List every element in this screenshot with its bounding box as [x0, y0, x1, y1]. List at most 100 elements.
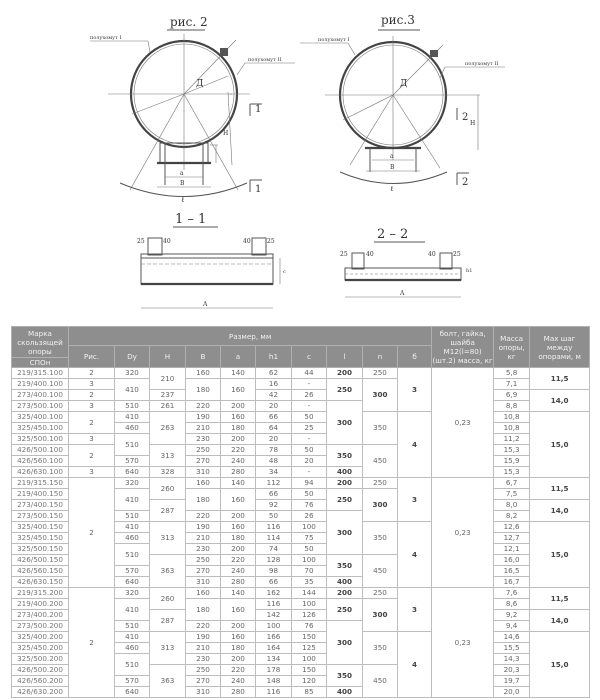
cell-c: -: [291, 466, 327, 478]
cell-a: 140: [220, 367, 256, 379]
cell-b6: 3: [396, 477, 433, 522]
dim-25-right-2: 25: [453, 251, 461, 258]
cell-a: 200: [220, 433, 256, 445]
cell-h: 287: [149, 499, 186, 522]
header-b: B: [185, 345, 221, 368]
cell-mass: 12,7: [493, 532, 531, 544]
cell-c: 50: [291, 543, 327, 555]
cell-mass: 5,8: [493, 367, 531, 379]
cell-b: 180: [185, 378, 221, 401]
cell-c: 44: [291, 367, 327, 379]
cell-fig: 2: [68, 444, 115, 467]
cell-h: 260: [149, 477, 186, 500]
cell-c: 125: [291, 642, 327, 654]
cell-h1: 164: [255, 642, 292, 654]
cell-b6: 4: [396, 411, 433, 478]
cell-l: 250: [326, 378, 363, 401]
cell-step: 11,5: [529, 477, 591, 500]
cell-h1: 66: [255, 576, 292, 588]
cell-n: 250: [362, 367, 398, 379]
table-row: 273/500.100 3 510 261 220 200 20-300 8,8: [11, 400, 590, 445]
cell-dy: 570: [114, 675, 150, 687]
cell-b: 160: [185, 477, 221, 489]
cell-a: 240: [220, 455, 256, 467]
section-mark-2-bottom: 2: [462, 177, 468, 188]
cell-c: -: [291, 378, 327, 390]
cell-mark: 219/400.100: [11, 378, 69, 390]
cell-c: 144: [291, 587, 327, 599]
cell-b: 250: [185, 554, 221, 566]
cell-h1: 92: [255, 499, 292, 511]
cell-step: 11,5: [529, 367, 591, 390]
cell-a: 180: [220, 532, 256, 544]
table-row: 325/450.150 460 210 180 114 75 12,7: [11, 532, 590, 544]
cell-h1: 178: [255, 664, 292, 676]
cell-dy: 510: [114, 653, 150, 676]
cell-dy: 510: [114, 543, 150, 566]
cell-n: 350: [362, 631, 398, 665]
header-size: Размер, мм: [67, 326, 433, 346]
cell-mark: 426/500.100: [11, 444, 69, 456]
cell-c: 100: [291, 653, 327, 665]
cell-mass: 15,3: [493, 444, 531, 456]
cell-l: 300: [326, 510, 363, 555]
cell-mass: 8,8: [493, 400, 531, 412]
fig2-title: рис. 2: [170, 15, 208, 29]
cell-dy: 410: [114, 378, 150, 401]
cell-dy: 410: [114, 631, 150, 643]
cell-mark: 325/500.150: [11, 543, 69, 555]
cell-b: 270: [185, 565, 221, 577]
cell-h1: 16: [255, 378, 292, 390]
cell-c: 20: [291, 455, 327, 467]
cell-h1: 116: [255, 598, 292, 610]
cell-dy: 510: [114, 620, 150, 632]
cell-h1: 112: [255, 477, 292, 489]
cell-h1: 34: [255, 466, 292, 478]
cell-b6: 4: [396, 521, 433, 588]
cell-c: 25: [291, 422, 327, 434]
table-row: 426/630.200 640 310 280 116 85 400 20,0: [11, 686, 590, 698]
cell-c: 120: [291, 675, 327, 687]
cell-b: 160: [185, 587, 221, 599]
table-row: 325/500.100 3 510 230 200 20- 11,2: [11, 433, 590, 456]
cell-mark: 426/560.100: [11, 455, 69, 467]
cell-fig: 2: [68, 411, 115, 434]
cell-a: 180: [220, 422, 256, 434]
cell-h: 260: [149, 587, 186, 610]
figure-2: рис. 2 Д полухомут I полухомут II a B ℓ …: [90, 15, 295, 204]
cell-dy: 460: [114, 422, 150, 434]
cell-l: 400: [326, 466, 363, 478]
section-mark-1-bottom: 1: [255, 184, 261, 195]
cell-h1: 78: [255, 444, 292, 456]
section1-title: 1 – 1: [175, 212, 206, 227]
header-step: Мах шаг между опорами, м: [529, 326, 591, 368]
cell-step: 14,0: [529, 609, 591, 632]
cell-bolt: 0,23: [431, 587, 495, 698]
table-row: 219/315.150 2 320 260 160 140 112 94 200 250 3 0,23…: [11, 477, 591, 588]
cell-l: 350: [326, 554, 363, 577]
cell-fig: 2: [68, 367, 115, 379]
dim-l-label: ℓ: [181, 196, 184, 204]
cell-step: 14,0: [529, 499, 591, 522]
cell-c: 50: [291, 488, 327, 500]
cell-c: 126: [291, 609, 327, 621]
cell-mark: 426/500.200: [11, 664, 69, 676]
cell-l: 350: [326, 444, 363, 467]
header-b6: б: [396, 345, 433, 368]
dim-H-label-fig3: H: [470, 120, 475, 127]
cell-c: 150: [291, 631, 327, 643]
section-mark-1-top: 1: [255, 104, 261, 115]
cell-l: 300: [326, 400, 363, 445]
cell-b: 180: [185, 488, 221, 511]
cell-h1: 166: [255, 631, 292, 643]
cell-c: 50: [291, 444, 327, 456]
cell-a: 160: [220, 521, 256, 533]
cell-a: 140: [220, 587, 256, 599]
cell-b: 230: [185, 433, 221, 445]
cell-h1: 74: [255, 543, 292, 555]
cell-mark: 273/500.200: [11, 620, 69, 632]
cell-dy: 460: [114, 532, 150, 544]
cell-b6: 3: [396, 367, 433, 412]
cell-mark: 273/500.150: [11, 510, 69, 522]
table-row: 325/450.200 460 210 180 164 125 15,5: [11, 642, 590, 654]
